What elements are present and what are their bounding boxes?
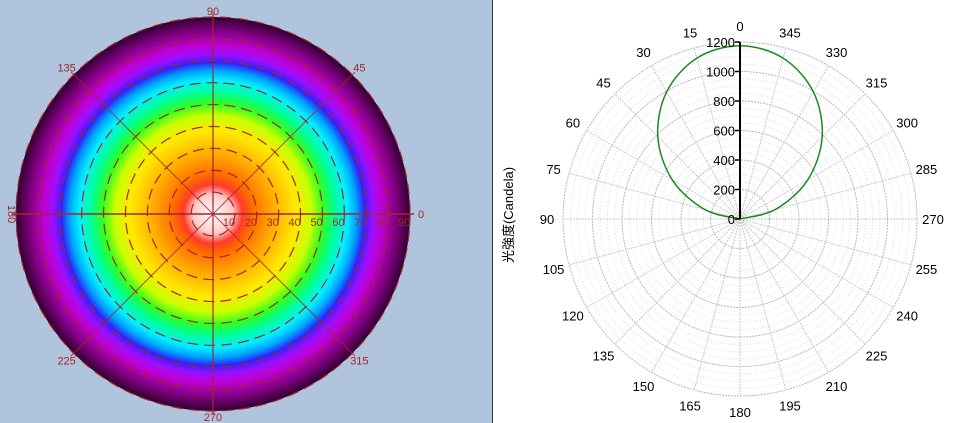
angle-tick-label: 15 (683, 26, 697, 41)
radial-tick-label: 200 (713, 183, 735, 198)
polar-grid-circle (643, 122, 837, 316)
polar-grid-spoke (568, 218, 741, 266)
angle-tick-label: 270 (204, 412, 222, 423)
radial-tick-label: 800 (713, 94, 735, 109)
polar-grid-spoke (614, 218, 741, 345)
polar-grid-spoke (586, 218, 741, 308)
angle-tick-label: 30 (636, 45, 650, 60)
polar-grid-spoke (693, 218, 741, 391)
radial-tick-label: 400 (713, 153, 735, 168)
polar-grid-circle (614, 93, 866, 345)
polar-grid-spoke (586, 130, 741, 220)
polar-grid-spoke (739, 218, 787, 391)
angle-tick-label: 225 (57, 355, 75, 367)
polar-grid-spoke (739, 218, 894, 308)
angle-tick-label: 345 (779, 26, 801, 41)
angle-tick-label: 45 (353, 63, 365, 75)
angle-tick-label: 180 (729, 405, 751, 420)
polar-grid-spoke (739, 218, 829, 373)
radial-tick-label: 60 (332, 217, 344, 229)
angle-tick-label: 135 (593, 348, 615, 363)
angle-tick-label: 45 (596, 76, 610, 91)
radial-tick-label: 30 (267, 217, 279, 229)
angle-tick-label: 60 (566, 116, 580, 131)
polar-grid-spoke (739, 65, 829, 220)
polar-grid-circle (562, 41, 918, 397)
angle-tick-label: 210 (826, 379, 848, 394)
polar-grid-spoke (651, 218, 741, 373)
angle-tick-label: 225 (866, 348, 888, 363)
axis-line-diagonal (70, 71, 356, 357)
angle-tick-label: 330 (826, 45, 848, 60)
angle-tick-label: 240 (896, 309, 918, 324)
radial-tick-label: 20 (245, 217, 257, 229)
angle-tick-label: 180 (5, 205, 17, 223)
polar-grid-spoke (739, 130, 894, 220)
radial-tick-label: 600 (713, 124, 735, 139)
polar-chart-panel: 0 15 30 45 60 75 90 105 120 135 150 165 180 195 210 225… (493, 0, 962, 423)
angle-tick-label: 255 (916, 262, 938, 277)
polar-grid-spoke (739, 172, 912, 220)
radial-tick-label: 80 (376, 217, 388, 229)
angle-tick-label: 120 (562, 309, 584, 324)
radial-tick-label: 1000 (706, 65, 735, 80)
intensity-map-panel: 10 20 30 40 50 60 70 80 90 0 45 90 135 180 225 270 315 (0, 0, 493, 423)
angle-tick-label: 285 (916, 162, 938, 177)
radial-tick-label: 10 (223, 217, 235, 229)
radial-tick-label: 70 (354, 217, 366, 229)
polar-grid-spoke (568, 172, 741, 220)
polar-grid-spoke (739, 93, 866, 220)
polar-grid-circle (695, 174, 785, 264)
angle-tick-label: 0 (418, 209, 424, 221)
angle-tick-label: 90 (207, 6, 219, 18)
angle-tick-label: 150 (633, 379, 655, 394)
angle-tick-label: 105 (543, 262, 565, 277)
angle-tick-label: 270 (922, 212, 944, 227)
angle-tick-label: 315 (866, 76, 888, 91)
intensity-map: 10 20 30 40 50 60 70 80 90 0 45 90 135 180 225 270 315 (5, 6, 424, 423)
polar-chart: 0 15 30 45 60 75 90 105 120 135 150 165 180 195 210 225… (501, 19, 944, 420)
angle-tick-label: 315 (350, 355, 368, 367)
polar-grid-spoke (739, 218, 866, 345)
radial-tick-label: 50 (310, 217, 322, 229)
angle-tick-label: 0 (736, 19, 743, 34)
y-axis-label: 光強度(Candela) (501, 167, 516, 263)
radial-tick-label: 90 (398, 217, 410, 229)
radial-tick-label: 0 (728, 212, 735, 227)
angle-tick-label: 165 (679, 398, 701, 413)
polar-grid-spoke (739, 47, 787, 220)
angle-tick-label: 300 (896, 116, 918, 131)
polar-grid-circle (628, 107, 852, 331)
angle-tick-label: 90 (540, 212, 554, 227)
angle-tick-label: 195 (779, 398, 801, 413)
polar-grid-spoke (614, 93, 741, 220)
polar-grid-spoke (693, 47, 741, 220)
radial-tick-label: 1200 (706, 35, 735, 50)
angle-tick-label: 135 (57, 63, 75, 75)
polar-grid-spoke (739, 218, 912, 266)
radial-tick-label: 40 (289, 217, 301, 229)
angle-tick-label: 75 (546, 162, 560, 177)
